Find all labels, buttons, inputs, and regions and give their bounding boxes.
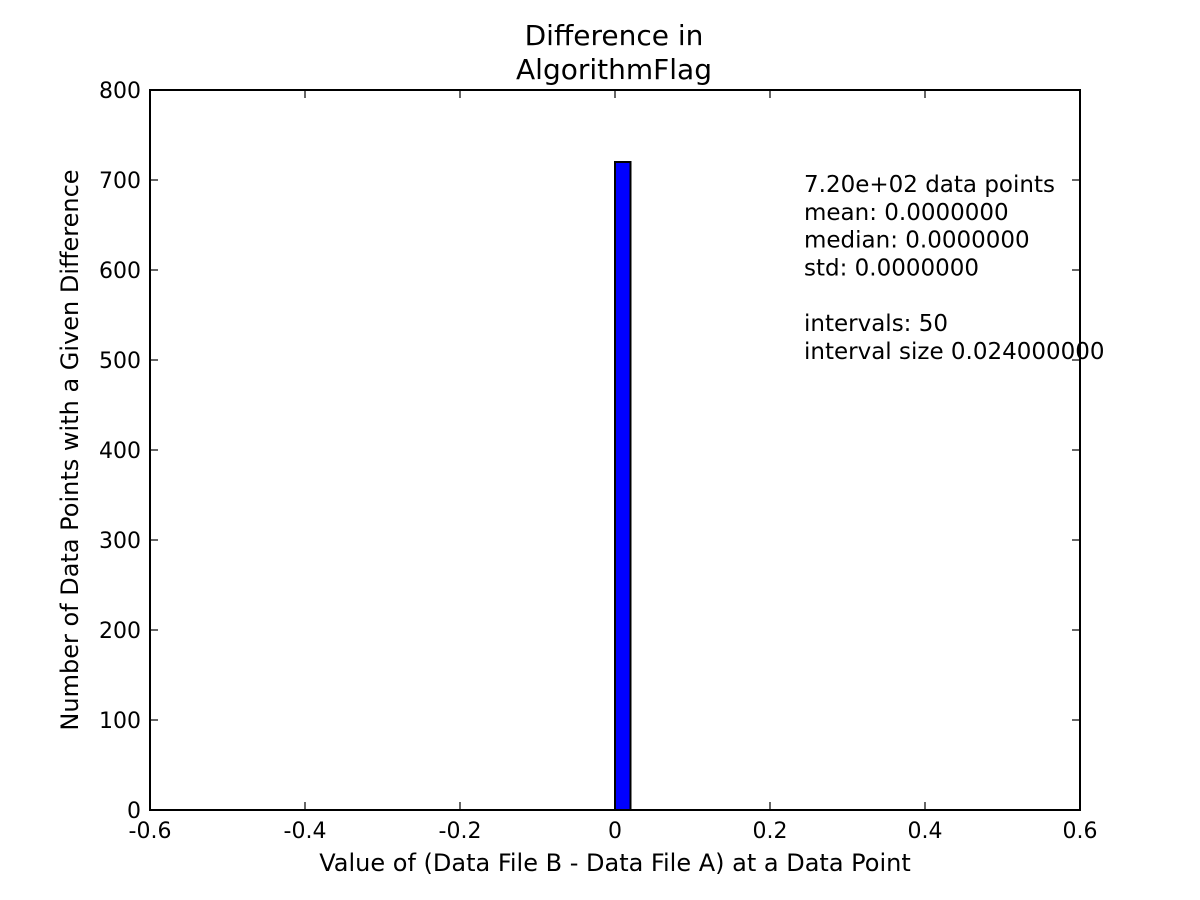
y-tick-label-7: 700	[99, 169, 141, 194]
histogram-bar-0	[614, 161, 632, 811]
plot-frame	[149, 89, 1081, 811]
y-tick-label-1: 100	[99, 709, 141, 734]
x-tick-label-3: 0	[608, 819, 622, 844]
y-tick-label-8: 800	[99, 79, 141, 104]
chart-title-line-1: Difference in	[525, 19, 704, 52]
stats-line-1: mean: 0.0000000	[804, 200, 1009, 226]
stats-line-5: intervals: 50	[804, 311, 948, 337]
x-tick-label-0: -0.6	[129, 819, 172, 844]
chart-title-line-2: AlgorithmFlag	[516, 53, 712, 86]
x-tick-label-5: 0.4	[908, 819, 943, 844]
y-axis-label: Number of Data Points with a Given Diffe…	[56, 169, 84, 730]
stats-line-2: median: 0.0000000	[804, 228, 1030, 254]
y-tick-label-5: 500	[99, 349, 141, 374]
y-tick-label-6: 600	[99, 259, 141, 284]
x-tick-label-2: -0.2	[439, 819, 482, 844]
stats-line-0: 7.20e+02 data points	[804, 172, 1055, 198]
y-tick-label-2: 200	[99, 619, 141, 644]
x-axis-label: Value of (Data File B - Data File A) at …	[319, 849, 911, 877]
x-tick-label-6: 0.6	[1063, 819, 1098, 844]
y-tick-label-0: 0	[127, 799, 141, 824]
stats-line-3: std: 0.0000000	[804, 255, 979, 281]
y-tick-label-3: 300	[99, 529, 141, 554]
y-tick-label-4: 400	[99, 439, 141, 464]
stats-line-6: interval size 0.024000000	[804, 339, 1105, 365]
x-tick-label-1: -0.4	[284, 819, 327, 844]
x-tick-label-4: 0.2	[753, 819, 788, 844]
bars-group	[614, 161, 632, 811]
tick-labels-group: -0.6 -0.4 -0.2 0 0.2 0.4 0.6 0 100 200 300 400 500 60…	[99, 79, 1098, 844]
